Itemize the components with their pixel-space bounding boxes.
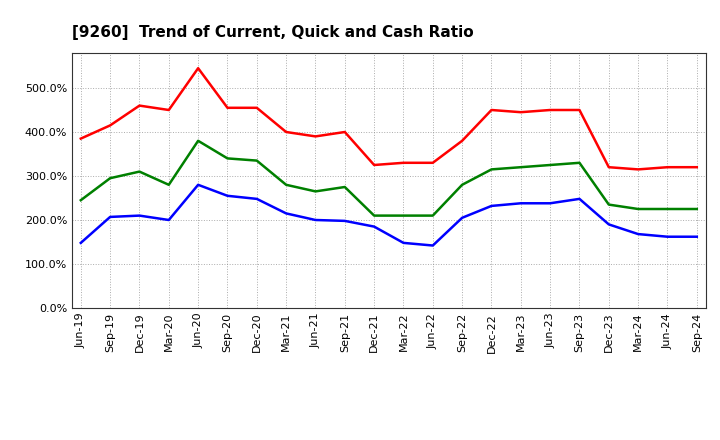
Current Ratio <box>164 107 173 113</box>
Current Ratio <box>282 129 290 135</box>
Current Ratio <box>428 160 437 165</box>
Cash Ratio <box>399 240 408 246</box>
Quick Ratio <box>106 176 114 181</box>
Cash Ratio <box>605 222 613 227</box>
Quick Ratio <box>487 167 496 172</box>
Quick Ratio <box>282 182 290 187</box>
Cash Ratio <box>135 213 144 218</box>
Cash Ratio <box>106 214 114 220</box>
Current Ratio <box>575 107 584 113</box>
Cash Ratio <box>634 231 642 237</box>
Cash Ratio <box>253 196 261 202</box>
Quick Ratio <box>311 189 320 194</box>
Current Ratio <box>223 105 232 110</box>
Cash Ratio <box>693 234 701 239</box>
Quick Ratio <box>428 213 437 218</box>
Quick Ratio <box>663 206 672 212</box>
Quick Ratio <box>516 165 525 170</box>
Cash Ratio <box>370 224 379 229</box>
Quick Ratio <box>693 206 701 212</box>
Cash Ratio <box>311 217 320 223</box>
Cash Ratio <box>282 211 290 216</box>
Current Ratio <box>634 167 642 172</box>
Cash Ratio <box>341 218 349 224</box>
Quick Ratio <box>546 162 554 168</box>
Current Ratio <box>253 105 261 110</box>
Current Ratio <box>663 165 672 170</box>
Quick Ratio <box>458 182 467 187</box>
Quick Ratio <box>605 202 613 207</box>
Quick Ratio <box>135 169 144 174</box>
Quick Ratio <box>223 156 232 161</box>
Line: Cash Ratio: Cash Ratio <box>81 185 697 246</box>
Quick Ratio <box>164 182 173 187</box>
Current Ratio <box>516 110 525 115</box>
Current Ratio <box>135 103 144 108</box>
Quick Ratio <box>253 158 261 163</box>
Current Ratio <box>458 138 467 143</box>
Quick Ratio <box>575 160 584 165</box>
Cash Ratio <box>546 201 554 206</box>
Cash Ratio <box>575 196 584 202</box>
Cash Ratio <box>194 182 202 187</box>
Cash Ratio <box>458 215 467 220</box>
Current Ratio <box>605 165 613 170</box>
Quick Ratio <box>634 206 642 212</box>
Current Ratio <box>487 107 496 113</box>
Cash Ratio <box>223 193 232 198</box>
Quick Ratio <box>399 213 408 218</box>
Cash Ratio <box>516 201 525 206</box>
Current Ratio <box>341 129 349 135</box>
Cash Ratio <box>428 243 437 248</box>
Current Ratio <box>194 66 202 71</box>
Current Ratio <box>546 107 554 113</box>
Text: [9260]  Trend of Current, Quick and Cash Ratio: [9260] Trend of Current, Quick and Cash … <box>72 25 474 40</box>
Current Ratio <box>693 165 701 170</box>
Current Ratio <box>399 160 408 165</box>
Current Ratio <box>370 162 379 168</box>
Quick Ratio <box>341 184 349 190</box>
Current Ratio <box>311 134 320 139</box>
Current Ratio <box>106 123 114 128</box>
Line: Current Ratio: Current Ratio <box>81 68 697 169</box>
Quick Ratio <box>370 213 379 218</box>
Cash Ratio <box>487 203 496 209</box>
Current Ratio <box>76 136 85 141</box>
Quick Ratio <box>194 138 202 143</box>
Quick Ratio <box>76 198 85 203</box>
Cash Ratio <box>164 217 173 223</box>
Line: Quick Ratio: Quick Ratio <box>81 141 697 216</box>
Cash Ratio <box>663 234 672 239</box>
Cash Ratio <box>76 240 85 246</box>
